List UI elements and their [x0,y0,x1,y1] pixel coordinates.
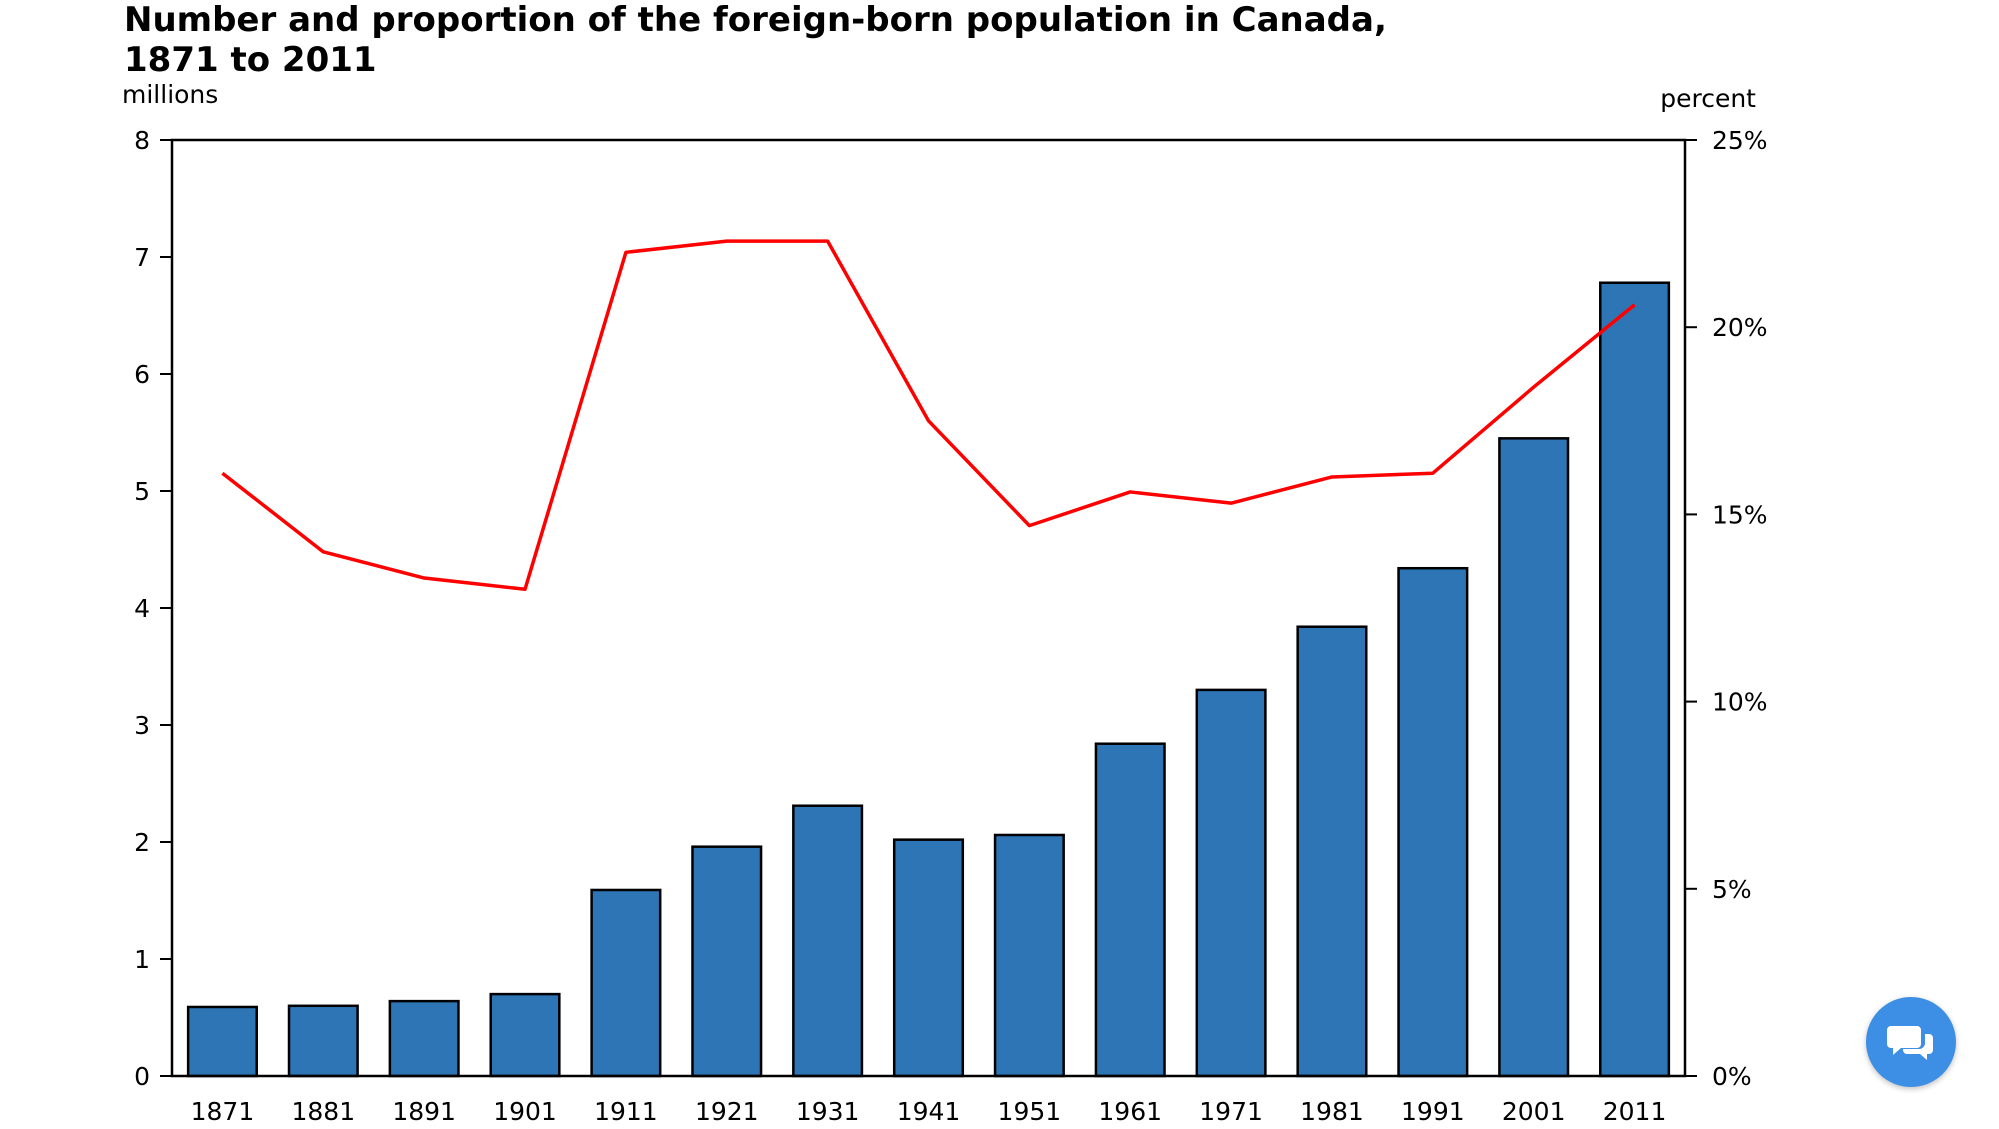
bar-2011 [1599,281,1671,1078]
bar-2001 [1498,437,1570,1078]
bar-1961 [1094,742,1166,1078]
x-tick-label: 1921 [695,1097,759,1126]
right-tick-label: 20% [1712,313,1768,342]
left-tick-label: 2 [134,828,150,857]
left-tick-label: 7 [134,243,150,272]
x-tick-label: 1981 [1300,1097,1364,1126]
bar-1891 [388,999,460,1078]
chart-title: Number and proportion of the foreign-bor… [124,0,1624,80]
right-axis-unit: percent [1660,84,1756,113]
bar-1881 [287,1004,359,1078]
x-tick-label: 1941 [897,1097,961,1126]
left-tick-label: 6 [134,360,150,389]
x-tick-label: 1971 [1199,1097,1263,1126]
left-tick-label: 8 [134,126,150,155]
chat-bubbles-icon [1887,1026,1933,1060]
chat-button[interactable] [1866,997,1956,1087]
chart-title-line-1: Number and proportion of the foreign-bor… [124,0,1387,40]
right-tick-label: 10% [1712,688,1768,717]
left-tick-label: 0 [134,1062,150,1091]
left-tick-label: 1 [134,945,150,974]
x-tick-label: 1871 [191,1097,255,1126]
proportion-line [221,239,1636,592]
x-tick-label: 1961 [1098,1097,1162,1126]
x-tick-label: 1991 [1401,1097,1465,1126]
x-tick-label: 1931 [796,1097,860,1126]
x-tick-label: 1891 [392,1097,456,1126]
left-tick-label: 4 [134,594,150,623]
x-tick-label: 1911 [594,1097,658,1126]
bar-1941 [892,838,965,1078]
bar-1921 [691,845,763,1078]
bar-1871 [186,1005,258,1078]
x-tick-label: 1881 [291,1097,355,1126]
x-tick-label: 2001 [1502,1097,1566,1126]
x-tick-label: 1951 [998,1097,1062,1126]
bar-1951 [993,833,1065,1078]
left-tick-label: 3 [134,711,150,740]
right-tick-label: 0% [1712,1062,1752,1091]
bar-1971 [1195,688,1267,1078]
bar-1991 [1397,566,1469,1078]
chart-title-line-2: 1871 to 2011 [124,40,377,80]
left-tick-label: 5 [134,477,150,506]
right-tick-label: 15% [1712,500,1768,529]
bar-1981 [1296,625,1368,1078]
bar-1901 [489,992,561,1078]
right-tick-label: 25% [1712,126,1768,155]
bar-1931 [792,804,864,1078]
left-axis-unit: millions [122,80,218,109]
x-tick-label: 1901 [493,1097,557,1126]
right-tick-label: 5% [1712,875,1752,904]
bar-1911 [590,888,662,1078]
x-tick-label: 2011 [1603,1097,1667,1126]
